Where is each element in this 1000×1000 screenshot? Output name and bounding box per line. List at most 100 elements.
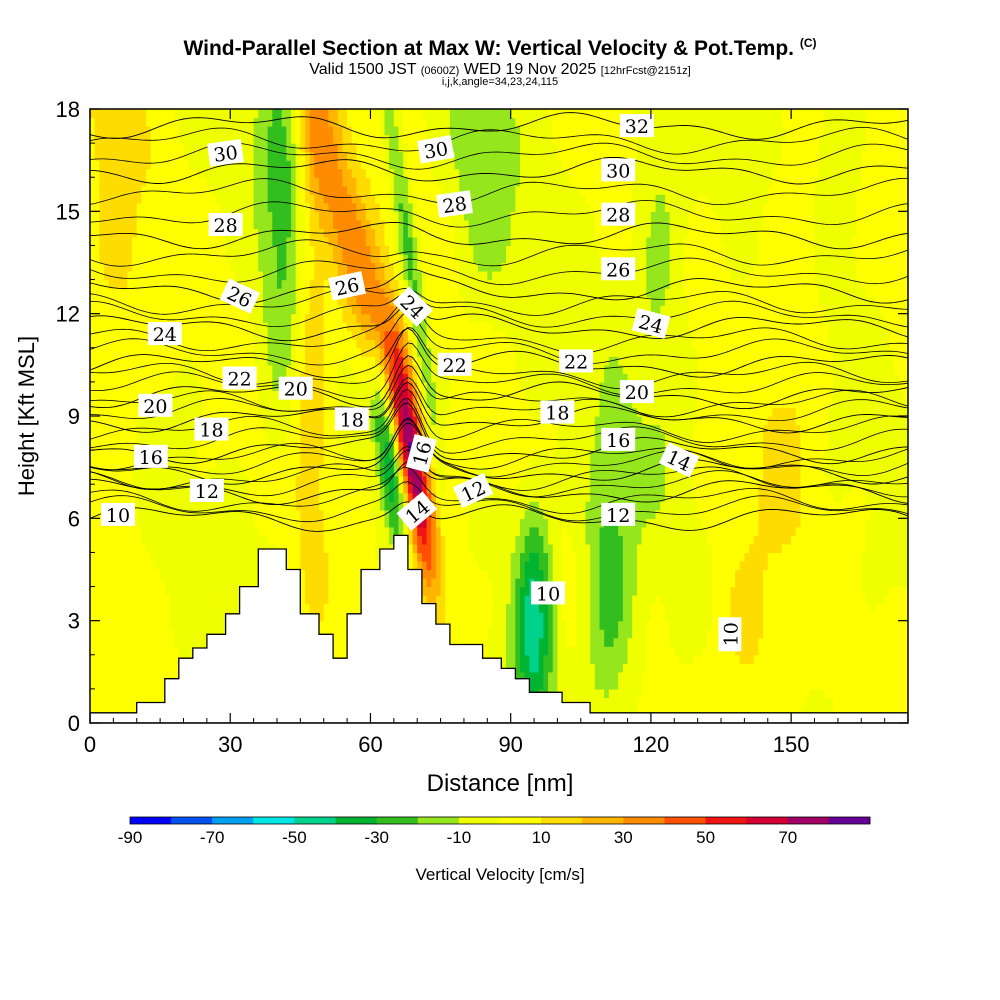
velocity-cell: [379, 526, 386, 536]
velocity-cell: [169, 458, 175, 468]
velocity-cell: [178, 586, 185, 596]
velocity-cell: [225, 117, 231, 127]
velocity-cell: [206, 177, 213, 187]
velocity-cell: [272, 398, 278, 409]
velocity-cell: [300, 177, 306, 187]
velocity-cell: [118, 168, 124, 178]
velocity-cell: [220, 441, 227, 451]
velocity-cell: [333, 117, 339, 127]
velocity-cell: [108, 424, 114, 434]
velocity-cell: [164, 271, 171, 281]
velocity-cell: [220, 262, 227, 272]
velocity-cell: [328, 620, 334, 630]
velocity-cell: [104, 433, 110, 443]
velocity-cell: [333, 578, 339, 588]
velocity-cell: [160, 364, 166, 374]
velocity-cell: [104, 211, 110, 221]
velocity-cell: [286, 330, 292, 340]
velocity-cell: [262, 458, 269, 468]
velocity-cell: [188, 236, 194, 247]
velocity-cell: [183, 236, 189, 247]
velocity-cell: [389, 185, 395, 195]
velocity-cell: [347, 126, 353, 136]
velocity-cell: [258, 185, 264, 195]
velocity-cell: [132, 356, 138, 366]
velocity-cell: [230, 424, 236, 434]
velocity-cell: [253, 560, 259, 571]
velocity-cell: [347, 509, 353, 519]
velocity-cell: [132, 373, 138, 383]
velocity-cell: [337, 364, 344, 374]
velocity-cell: [183, 305, 189, 315]
velocity-cell: [108, 688, 114, 699]
velocity-cell: [375, 373, 381, 383]
velocity-cell: [183, 185, 189, 195]
velocity-cell: [407, 219, 414, 229]
velocity-cell: [309, 595, 315, 605]
velocity-cell: [141, 253, 147, 264]
velocity-cell: [351, 458, 358, 468]
velocity-cell: [248, 543, 255, 554]
velocity-cell: [351, 518, 358, 528]
velocity-cell: [118, 398, 124, 409]
velocity-cell: [365, 441, 372, 451]
velocity-cell: [365, 296, 372, 306]
velocity-cell: [365, 168, 372, 178]
velocity-cell: [113, 245, 119, 255]
velocity-cell: [206, 458, 213, 468]
velocity-cell: [370, 330, 376, 340]
velocity-cell: [169, 552, 175, 562]
velocity-cell: [216, 560, 222, 571]
velocity-cell: [258, 168, 264, 178]
velocity-cell: [337, 398, 344, 409]
velocity-cell: [262, 441, 269, 451]
velocity-cell: [178, 288, 185, 298]
velocity-cell: [276, 398, 283, 409]
velocity-cell: [248, 475, 255, 485]
velocity-cell: [309, 586, 315, 596]
velocity-cell: [389, 407, 395, 417]
velocity-cell: [389, 509, 395, 519]
velocity-cell: [258, 475, 264, 485]
velocity-cell: [403, 236, 409, 247]
velocity-cell: [141, 279, 147, 289]
velocity-cell: [122, 381, 128, 392]
velocity-cell: [389, 219, 395, 229]
velocity-cell: [104, 356, 110, 366]
velocity-cell: [314, 509, 320, 519]
velocity-cell: [118, 441, 124, 451]
velocity-cell: [290, 296, 297, 306]
velocity-cell: [206, 364, 213, 374]
velocity-cell: [342, 612, 348, 622]
velocity-cell: [389, 143, 395, 153]
velocity-cell: [146, 109, 152, 119]
velocity-cell: [347, 450, 353, 460]
velocity-cell: [197, 552, 203, 562]
velocity-cell: [136, 177, 143, 187]
velocity-cell: [94, 245, 100, 255]
velocity-cell: [164, 381, 171, 392]
velocity-cell: [225, 578, 231, 588]
velocity-cell: [342, 620, 348, 630]
velocity-cell: [403, 424, 409, 434]
velocity-cell: [361, 509, 367, 519]
velocity-cell: [216, 134, 222, 144]
velocity-cell: [132, 390, 138, 400]
velocity-cell: [127, 654, 133, 664]
velocity-cell: [169, 194, 175, 204]
velocity-cell: [314, 262, 320, 272]
velocity-cell: [150, 688, 157, 699]
velocity-cell: [342, 168, 348, 178]
velocity-cell: [192, 109, 199, 119]
velocity-cell: [314, 586, 320, 596]
velocity-cell: [220, 552, 227, 562]
velocity-cell: [211, 279, 217, 289]
velocity-cell: [183, 279, 189, 289]
velocity-cell: [150, 467, 157, 477]
velocity-cell: [370, 560, 376, 571]
velocity-cell: [337, 543, 344, 554]
velocity-cell: [113, 535, 119, 545]
velocity-cell: [118, 646, 124, 656]
velocity-cell: [220, 578, 227, 588]
velocity-cell: [244, 492, 250, 502]
